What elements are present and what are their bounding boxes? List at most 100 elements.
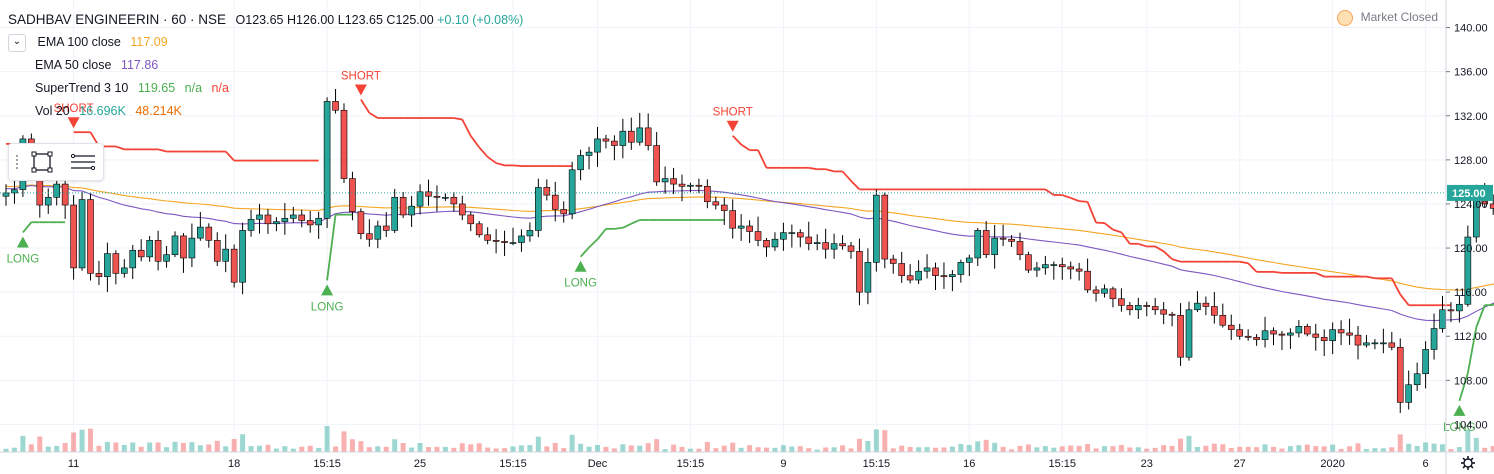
volume-bar: [595, 445, 600, 452]
volume-bar: [924, 447, 930, 452]
candle-body: [653, 145, 660, 183]
horizontal-lines-icon[interactable]: [69, 150, 96, 174]
short-signal-label: SHORT: [341, 70, 381, 82]
candle-body: [1346, 332, 1353, 336]
candle-body: [1084, 270, 1091, 291]
candle-body: [873, 194, 880, 263]
volume-bar: [20, 435, 26, 452]
candle-body: [1405, 384, 1412, 403]
candle-body: [1278, 333, 1286, 336]
volume-bar: [704, 442, 710, 452]
candle-body: [1312, 333, 1320, 338]
volume-bar: [1304, 444, 1310, 452]
volume-bar: [172, 441, 178, 452]
volume-bar: [518, 445, 524, 452]
candlesticks: [2, 88, 1494, 413]
candle-body: [999, 237, 1007, 240]
volume-bar: [248, 446, 254, 452]
supertrend-value: 119.65: [137, 81, 176, 95]
volume-bar: [738, 447, 744, 452]
candle-body: [289, 214, 297, 219]
volume-bar: [1034, 447, 1040, 452]
volume-bar: [358, 441, 364, 452]
ema100-value: 117.09: [130, 35, 168, 49]
volume-bar: [307, 445, 313, 452]
supertrend-segment: [157, 148, 167, 153]
volume-bar: [468, 444, 474, 452]
volume-bar: [890, 448, 896, 452]
volume-bar: [637, 445, 643, 452]
price-tick-label: 128.00: [1454, 155, 1488, 167]
legend-ema100[interactable]: ⌄ EMA 100 close 117.09: [8, 31, 523, 54]
candle-body: [349, 178, 356, 212]
volume-bar: [1448, 449, 1454, 452]
candle-body: [1135, 305, 1142, 311]
supertrend-segment: [1273, 270, 1283, 274]
candle-body: [1109, 288, 1117, 300]
volume-bar: [409, 447, 415, 452]
rectangle-tool-icon[interactable]: [29, 150, 55, 174]
candle-body: [1202, 302, 1210, 307]
supertrend-segment: [495, 162, 505, 167]
volume-bar: [1000, 446, 1006, 452]
candle-body: [112, 253, 120, 274]
volume-bar: [899, 445, 905, 452]
time-tick-label: 15:15: [313, 458, 341, 470]
volume-bar: [764, 447, 769, 452]
candle-body: [805, 236, 813, 244]
floating-drawing-toolbar[interactable]: [8, 143, 104, 181]
time-tick-label: 27: [1234, 458, 1246, 470]
candle-body: [788, 232, 796, 234]
volume-bar: [442, 446, 448, 452]
volume-bar: [62, 442, 68, 452]
price-tick-label: 116.00: [1454, 287, 1487, 299]
chevron-down-icon[interactable]: ⌄: [8, 33, 26, 52]
volume-bar: [730, 442, 736, 452]
legend-volume[interactable]: Vol 20 16.696K 48.214K: [8, 100, 523, 123]
candle-body: [864, 262, 872, 293]
volume-bar: [569, 434, 575, 452]
supertrend-segment: [841, 170, 852, 182]
candle-body: [306, 220, 314, 226]
supertrend-segment: [1391, 277, 1402, 295]
candle-body: [1447, 309, 1455, 312]
volume-bar: [856, 438, 862, 452]
volume-bar: [214, 440, 220, 452]
legend-supertrend[interactable]: SuperTrend 3 10 119.65 n/a n/a: [8, 77, 523, 100]
volume-bar: [992, 442, 998, 452]
candle-body: [1304, 326, 1311, 335]
volume-bar: [941, 447, 947, 452]
legend-ema50[interactable]: EMA 50 close 117.86: [8, 54, 523, 77]
candle-body: [357, 211, 365, 235]
volume-bar: [713, 448, 719, 452]
candle-body: [137, 249, 145, 258]
candle-body: [847, 245, 855, 252]
volume-label: Vol 20: [35, 104, 70, 118]
supertrend-segment: [825, 168, 835, 173]
volume-bar: [907, 446, 913, 452]
volume-bar: [383, 446, 389, 452]
gear-ring: [1463, 458, 1473, 468]
volume-bar: [79, 429, 85, 452]
volume-bar: [1406, 443, 1412, 452]
gear-icon[interactable]: [1461, 456, 1475, 470]
price-tick-label: 108.00: [1454, 375, 1488, 387]
candle-body: [543, 187, 551, 196]
candle-body: [239, 230, 246, 283]
candle-body: [949, 274, 956, 278]
volume-bar: [1059, 446, 1065, 452]
volume-bar: [138, 446, 144, 452]
supertrend-segment: [1103, 222, 1114, 231]
volume-bar: [54, 445, 60, 452]
candle-body: [501, 241, 508, 243]
volume-bar: [1169, 445, 1175, 452]
volume-bar: [848, 448, 854, 452]
volume-bar: [1262, 444, 1268, 452]
time-tick-label: Dec: [588, 458, 608, 470]
drag-handle-icon[interactable]: [15, 154, 19, 170]
supertrend-segment: [1475, 304, 1486, 328]
volume-bar: [1127, 447, 1133, 452]
candle-body: [1354, 334, 1362, 346]
volume-bar: [1473, 437, 1479, 452]
